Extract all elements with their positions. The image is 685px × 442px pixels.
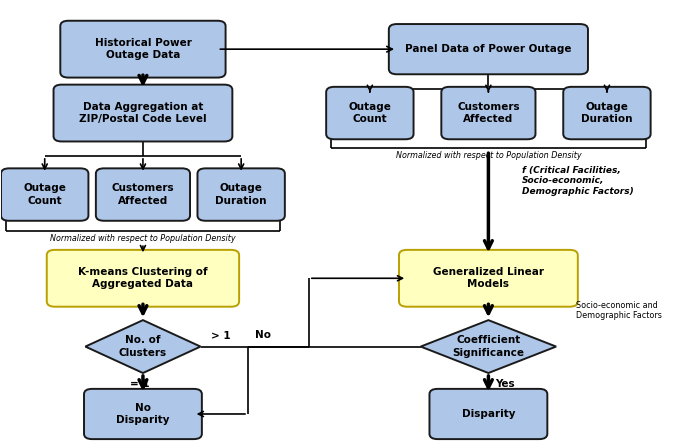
Text: Coefficient
Significance: Coefficient Significance <box>452 335 525 358</box>
FancyBboxPatch shape <box>441 87 536 139</box>
FancyBboxPatch shape <box>96 168 190 221</box>
FancyBboxPatch shape <box>1 168 88 221</box>
Text: Normalized with respect to Population Density: Normalized with respect to Population De… <box>395 151 581 160</box>
Text: Customers
Affected: Customers Affected <box>457 102 520 124</box>
Text: Customers
Affected: Customers Affected <box>112 183 174 206</box>
Text: f (Critical Facilities,
Socio-economic,
Demographic Factors): f (Critical Facilities, Socio-economic, … <box>522 166 634 195</box>
Text: Historical Power
Outage Data: Historical Power Outage Data <box>95 38 191 61</box>
FancyBboxPatch shape <box>53 84 232 141</box>
Text: No: No <box>255 330 271 340</box>
FancyBboxPatch shape <box>47 250 239 307</box>
Text: Outage
Count: Outage Count <box>23 183 66 206</box>
Text: Outage
Duration: Outage Duration <box>215 183 267 206</box>
Polygon shape <box>86 320 201 373</box>
Polygon shape <box>421 320 556 373</box>
Text: No
Disparity: No Disparity <box>116 403 170 425</box>
FancyBboxPatch shape <box>326 87 414 139</box>
Text: > 1: > 1 <box>211 332 230 341</box>
Text: = 1: = 1 <box>129 379 149 389</box>
Text: Generalized Linear
Models: Generalized Linear Models <box>433 267 544 290</box>
Text: Socio-economic and
Demographic Factors: Socio-economic and Demographic Factors <box>577 301 662 320</box>
FancyBboxPatch shape <box>399 250 578 307</box>
Text: Disparity: Disparity <box>462 409 515 419</box>
Text: Outage
Count: Outage Count <box>349 102 391 124</box>
FancyBboxPatch shape <box>84 389 202 439</box>
Text: Normalized with respect to Population Density: Normalized with respect to Population De… <box>50 234 236 244</box>
Text: Panel Data of Power Outage: Panel Data of Power Outage <box>405 44 572 54</box>
Text: No. of
Clusters: No. of Clusters <box>119 335 167 358</box>
FancyBboxPatch shape <box>563 87 651 139</box>
FancyBboxPatch shape <box>389 24 588 74</box>
Text: K-means Clustering of
Aggregated Data: K-means Clustering of Aggregated Data <box>78 267 208 290</box>
Text: Yes: Yes <box>495 379 515 389</box>
Text: Data Aggregation at
ZIP/Postal Code Level: Data Aggregation at ZIP/Postal Code Leve… <box>79 102 207 124</box>
FancyBboxPatch shape <box>429 389 547 439</box>
FancyBboxPatch shape <box>197 168 285 221</box>
Text: Outage
Duration: Outage Duration <box>581 102 633 124</box>
FancyBboxPatch shape <box>60 21 225 78</box>
